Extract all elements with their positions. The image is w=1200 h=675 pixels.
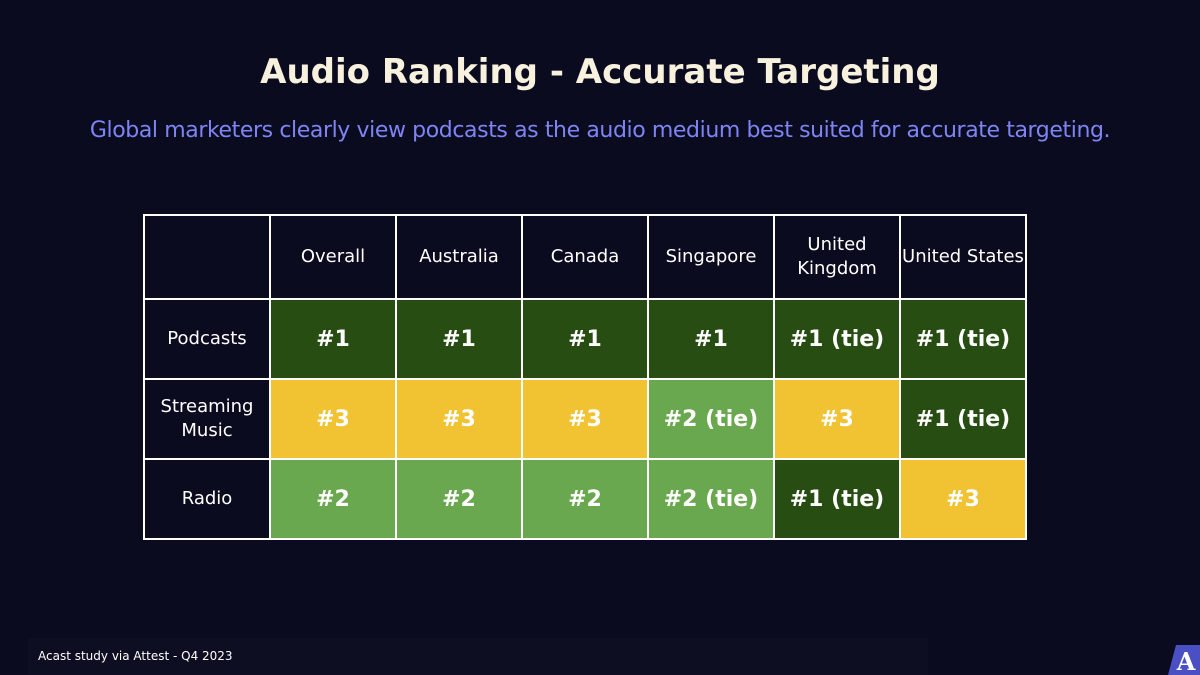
rank-cell: #1 (tie)	[773, 458, 901, 540]
rank-cell: #1	[647, 298, 775, 380]
rank-cell: #3	[521, 378, 649, 460]
rank-cell: #3	[773, 378, 901, 460]
rank-cell: #3	[395, 378, 523, 460]
table-row: Podcasts #1 #1 #1 #1 #1 (tie) #1 (tie)	[143, 298, 1027, 380]
table-row: Streaming Music #3 #3 #3 #2 (tie) #3 #1 …	[143, 378, 1027, 460]
row-label: Radio	[143, 458, 271, 540]
rank-cell: #1 (tie)	[899, 298, 1027, 380]
rank-cell: #1 (tie)	[773, 298, 901, 380]
table-row: Radio #2 #2 #2 #2 (tie) #1 (tie) #3	[143, 458, 1027, 540]
ranking-table: Overall Australia Canada Singapore Unite…	[143, 214, 1027, 540]
rank-cell: #2 (tie)	[647, 458, 775, 540]
source-footer: Acast study via Attest - Q4 2023	[28, 638, 928, 675]
column-header: United States	[899, 214, 1027, 300]
page-subtitle: Global marketers clearly view podcasts a…	[89, 118, 1111, 143]
corner-cell	[143, 214, 271, 300]
column-header: United Kingdom	[773, 214, 901, 300]
rank-cell: #2	[395, 458, 523, 540]
rank-cell: #1 (tie)	[899, 378, 1027, 460]
rank-cell: #3	[899, 458, 1027, 540]
rank-cell: #3	[269, 378, 397, 460]
column-header: Overall	[269, 214, 397, 300]
rank-cell: #1	[269, 298, 397, 380]
row-label: Podcasts	[143, 298, 271, 380]
acast-logo-icon: A	[1168, 645, 1200, 675]
rank-cell: #1	[395, 298, 523, 380]
logo-letter: A	[1176, 647, 1196, 675]
page-title: Audio Ranking - Accurate Targeting	[260, 52, 940, 92]
rank-cell: #2	[269, 458, 397, 540]
column-header: Canada	[521, 214, 649, 300]
rank-cell: #2	[521, 458, 649, 540]
rank-cell: #1	[521, 298, 649, 380]
column-header: Singapore	[647, 214, 775, 300]
rank-cell: #2 (tie)	[647, 378, 775, 460]
row-label: Streaming Music	[143, 378, 271, 460]
table-header-row: Overall Australia Canada Singapore Unite…	[143, 214, 1027, 300]
column-header: Australia	[395, 214, 523, 300]
